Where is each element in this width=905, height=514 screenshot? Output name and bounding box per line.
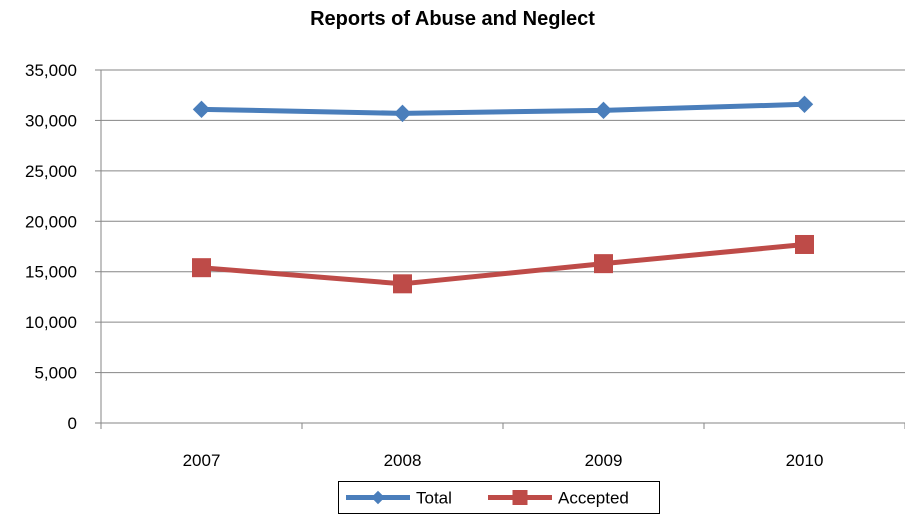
- data-point-accepted: [192, 258, 211, 278]
- y-tick-label: 35,000: [25, 61, 77, 80]
- series-line-total: [199, 101, 807, 116]
- data-point-total: [192, 100, 211, 119]
- x-tick-label: 2008: [384, 451, 422, 470]
- axes: [95, 69, 905, 429]
- legend-label: Total: [416, 489, 452, 508]
- square-marker: [512, 490, 528, 505]
- legend-item-total: Total: [346, 489, 452, 508]
- series-accepted: [192, 234, 814, 294]
- data-point-total: [795, 95, 814, 113]
- data-point-accepted: [393, 274, 412, 294]
- y-tick-label: 5,000: [34, 364, 77, 383]
- y-tick-labels: 0 5,000 10,000 15,000 20,000 25,000 30,000 35,0…: [25, 61, 77, 433]
- data-point-accepted: [594, 254, 613, 274]
- x-tick-label: 2010: [786, 451, 824, 470]
- data-point-total: [594, 101, 613, 120]
- series-total: [192, 95, 814, 123]
- x-tick-labels: 2007 2008 2009 2010: [183, 451, 824, 470]
- y-tick-label: 20,000: [25, 212, 77, 231]
- y-tick-label: 30,000: [25, 111, 77, 130]
- y-tick-label: 15,000: [25, 263, 77, 282]
- data-point-total: [393, 104, 412, 123]
- legend-item-accepted: Accepted: [488, 489, 629, 508]
- legend-label: Accepted: [558, 489, 629, 508]
- x-tick-label: 2007: [183, 451, 221, 470]
- chart-title: Reports of Abuse and Neglect: [310, 8, 595, 30]
- series-line-accepted: [199, 241, 807, 287]
- x-tick-label: 2009: [585, 451, 623, 470]
- legend: Total Accepted: [338, 481, 660, 514]
- series-lines: [192, 95, 814, 294]
- y-tick-label: 10,000: [25, 313, 77, 332]
- diamond-marker: [371, 490, 385, 505]
- y-tick-label: 0: [68, 414, 77, 433]
- data-point-accepted: [795, 234, 814, 254]
- gridlines: [101, 69, 905, 374]
- y-tick-label: 25,000: [25, 162, 77, 181]
